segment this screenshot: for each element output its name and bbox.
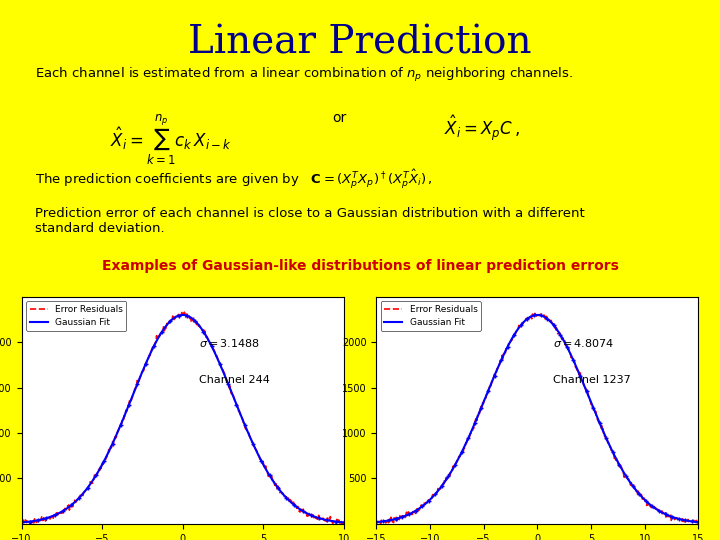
Error Residuals — [565, 349, 574, 355]
Error Residuals — [193, 319, 202, 325]
Line: Error Residuals: Error Residuals — [376, 313, 698, 524]
Gaussian Fit — [636, 492, 645, 499]
Gaussian Fit — [340, 519, 348, 526]
Text: Prediction error of each channel is close to a Gaussian distribution with a diff: Prediction error of each channel is clos… — [35, 207, 585, 235]
Error Residuals — [637, 491, 646, 498]
Gaussian Fit — [172, 313, 181, 320]
Gaussian Fit — [178, 312, 186, 318]
Legend: Error Residuals, Gaussian Fit: Error Residuals, Gaussian Fit — [26, 301, 127, 331]
Error Residuals — [340, 521, 348, 527]
Line: Error Residuals: Error Residuals — [22, 312, 344, 524]
Error Residuals — [180, 309, 189, 315]
Text: $\hat{X}_i = X_p C\,,$: $\hat{X}_i = X_p C\,,$ — [444, 113, 520, 143]
Error Residuals — [210, 348, 219, 355]
Gaussian Fit — [687, 518, 696, 524]
Gaussian Fit — [192, 319, 201, 326]
Error Residuals — [528, 315, 536, 322]
Text: $\sigma= 4.8074$: $\sigma= 4.8074$ — [554, 337, 614, 349]
Gaussian Fit — [17, 519, 26, 526]
Gaussian Fit — [372, 519, 380, 525]
Gaussian Fit — [171, 314, 179, 321]
Text: $\hat{X}_i = \sum_{k=1}^{n_p} c_k\, X_{i-k}$: $\hat{X}_i = \sum_{k=1}^{n_p} c_k\, X_{i… — [109, 113, 231, 167]
Text: The prediction coefficients are given by   $\mathbf{C} = (X_p^T X_p)^\dagger (X_: The prediction coefficients are given by… — [35, 167, 433, 191]
Text: Linear Prediction: Linear Prediction — [188, 24, 532, 61]
Error Residuals — [173, 313, 181, 320]
Line: Gaussian Fit: Gaussian Fit — [22, 315, 344, 523]
Text: Channel 244: Channel 244 — [199, 375, 270, 385]
Text: Each channel is estimated from a linear combination of $n_p$ neighboring channel: Each channel is estimated from a linear … — [35, 66, 573, 84]
Text: Channel 1237: Channel 1237 — [554, 375, 631, 385]
Gaussian Fit — [564, 347, 573, 353]
Error Residuals — [694, 518, 703, 525]
Error Residuals — [26, 521, 35, 527]
Legend: Error Residuals, Gaussian Fit: Error Residuals, Gaussian Fit — [381, 301, 481, 331]
Error Residuals — [547, 319, 556, 326]
Text: Examples of Gaussian-like distributions of linear prediction errors: Examples of Gaussian-like distributions … — [102, 259, 618, 273]
Error Residuals — [333, 517, 342, 524]
Gaussian Fit — [333, 518, 341, 525]
Gaussian Fit — [694, 519, 703, 525]
Error Residuals — [531, 310, 539, 316]
Gaussian Fit — [282, 495, 291, 501]
Gaussian Fit — [525, 314, 534, 321]
Error Residuals — [283, 497, 292, 503]
Error Residuals — [526, 315, 534, 321]
Error Residuals — [372, 517, 380, 523]
Gaussian Fit — [546, 319, 555, 326]
Gaussian Fit — [210, 348, 218, 354]
Gaussian Fit — [533, 312, 541, 318]
Error Residuals — [377, 521, 385, 527]
Error Residuals — [17, 518, 26, 525]
Text: $\sigma= 3.1488$: $\sigma= 3.1488$ — [199, 337, 260, 349]
Line: Gaussian Fit: Gaussian Fit — [376, 315, 698, 522]
Text: or: or — [333, 111, 347, 125]
Error Residuals — [171, 315, 179, 321]
Error Residuals — [688, 518, 696, 524]
Gaussian Fit — [527, 313, 536, 320]
